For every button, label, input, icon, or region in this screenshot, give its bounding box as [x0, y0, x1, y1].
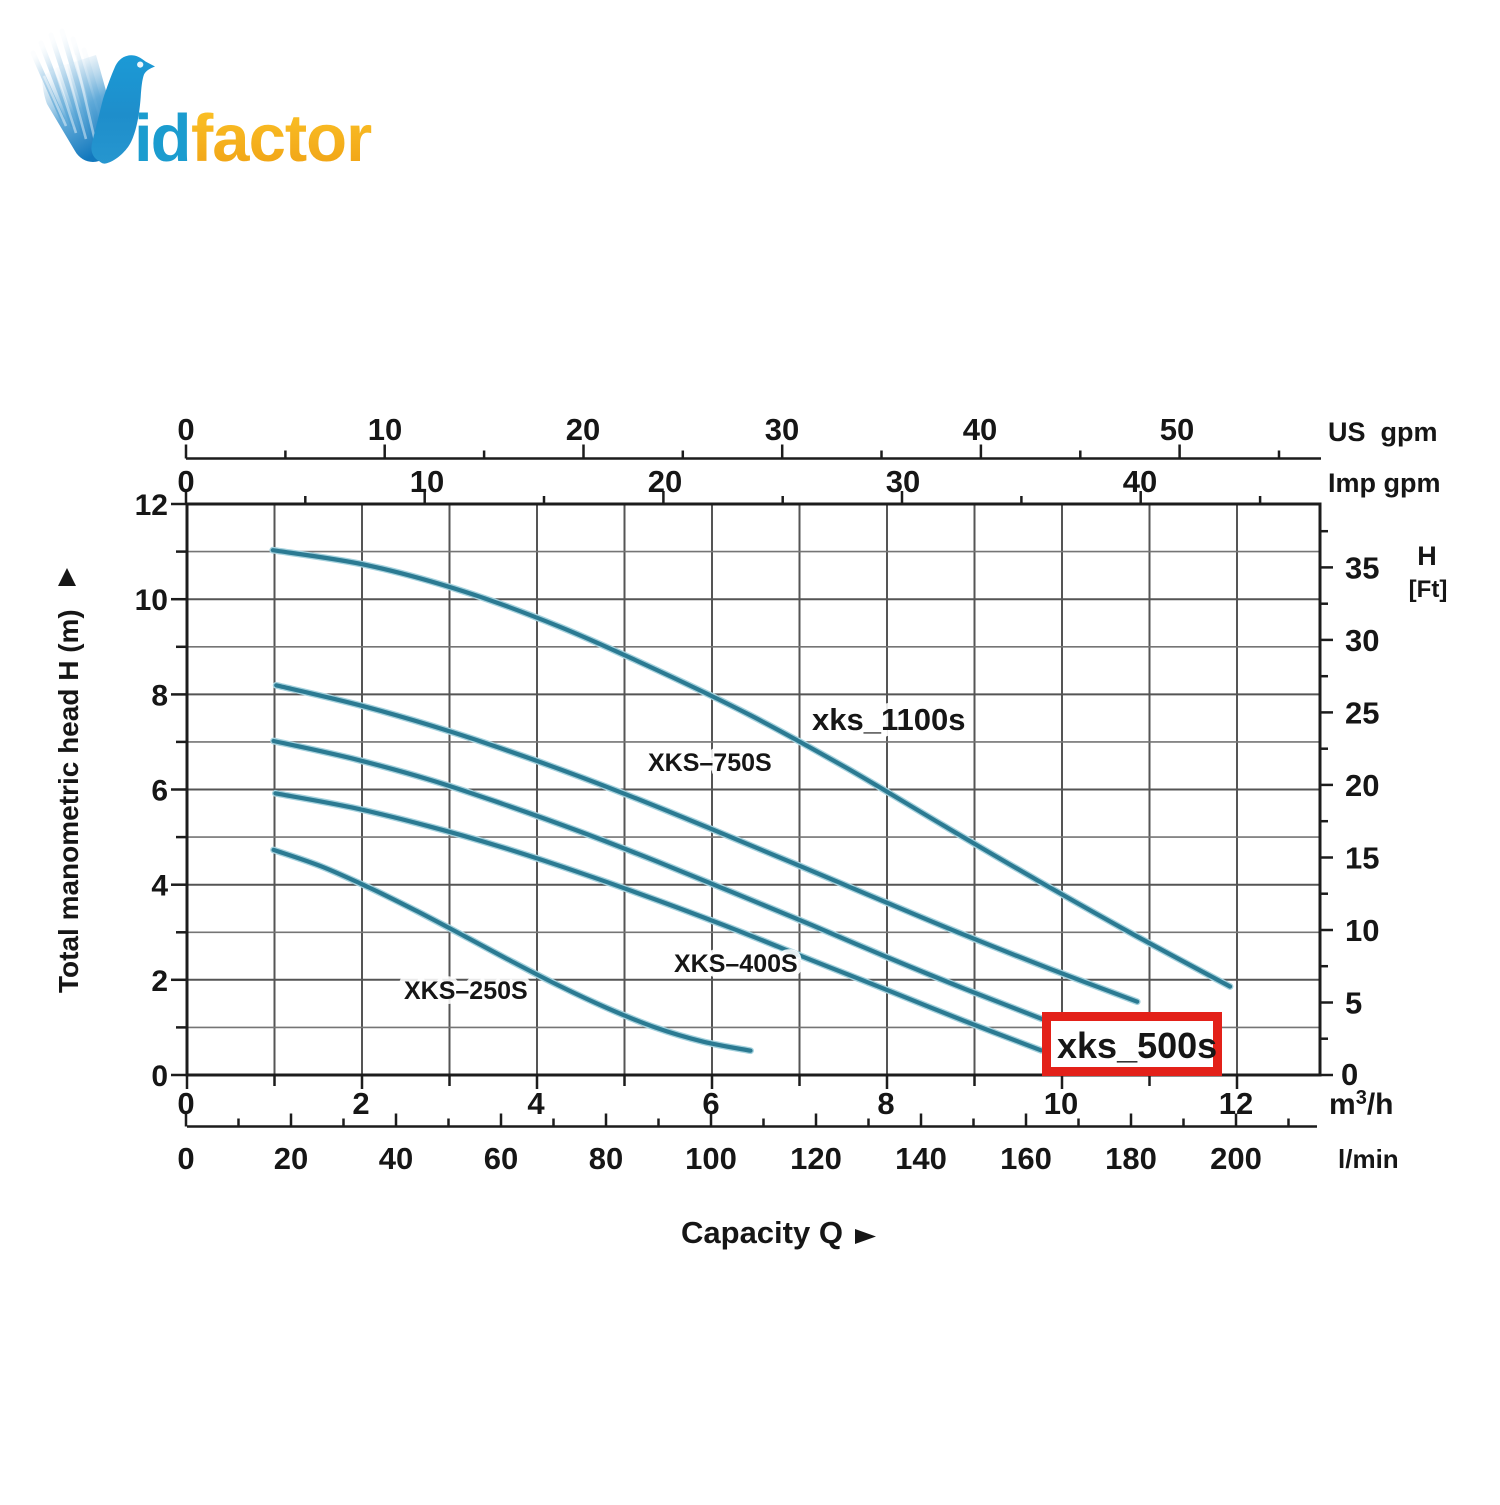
- svg-text:10: 10: [1044, 1086, 1078, 1121]
- svg-text:Capacity Q: Capacity Q: [681, 1215, 843, 1250]
- svg-text:2: 2: [352, 1086, 369, 1121]
- svg-text:60: 60: [484, 1141, 518, 1176]
- svg-text:6: 6: [151, 775, 168, 808]
- svg-text:200: 200: [1210, 1141, 1262, 1176]
- svg-text:20: 20: [648, 464, 682, 499]
- svg-text:XKS–250S: XKS–250S: [404, 977, 528, 1005]
- svg-text:factor: factor: [191, 101, 372, 176]
- svg-text:id: id: [134, 101, 190, 176]
- svg-text:80: 80: [589, 1141, 623, 1176]
- svg-text:XKS–400S: XKS–400S: [674, 950, 798, 978]
- svg-text:10: 10: [135, 584, 168, 617]
- svg-text:4: 4: [151, 870, 168, 903]
- svg-text:25: 25: [1345, 695, 1379, 730]
- svg-text:100: 100: [685, 1141, 737, 1176]
- svg-text:XKS–750S: XKS–750S: [648, 749, 772, 777]
- svg-text:20: 20: [1345, 768, 1379, 803]
- svg-text:40: 40: [379, 1141, 413, 1176]
- svg-text:Total manometric head H (m): Total manometric head H (m): [53, 609, 84, 993]
- svg-text:8: 8: [151, 679, 168, 712]
- svg-text:140: 140: [895, 1141, 947, 1176]
- svg-text:6: 6: [702, 1086, 719, 1121]
- svg-text:120: 120: [790, 1141, 842, 1176]
- svg-text:10: 10: [410, 464, 444, 499]
- svg-text:20: 20: [274, 1141, 308, 1176]
- svg-text:30: 30: [886, 464, 920, 499]
- svg-text:30: 30: [1345, 623, 1379, 658]
- svg-text:12: 12: [1219, 1086, 1253, 1121]
- svg-text:xks_500s: xks_500s: [1057, 1025, 1217, 1066]
- svg-text:50: 50: [1160, 412, 1194, 447]
- svg-text:0: 0: [151, 1060, 168, 1093]
- svg-text:15: 15: [1345, 841, 1379, 876]
- svg-text:10: 10: [368, 412, 402, 447]
- svg-text:0: 0: [177, 1141, 194, 1176]
- svg-text:8: 8: [877, 1086, 894, 1121]
- svg-text:40: 40: [963, 412, 997, 447]
- svg-text:10: 10: [1345, 913, 1379, 948]
- svg-text:180: 180: [1105, 1141, 1157, 1176]
- svg-text:2: 2: [151, 965, 168, 998]
- svg-text:Imp gpm: Imp gpm: [1328, 468, 1441, 498]
- svg-text:xks_1100s: xks_1100s: [812, 702, 965, 737]
- svg-text:5: 5: [1345, 986, 1362, 1021]
- svg-text:0: 0: [177, 1086, 194, 1121]
- svg-text:0: 0: [177, 464, 194, 499]
- svg-text:0: 0: [177, 412, 194, 447]
- svg-text:l/min: l/min: [1338, 1144, 1399, 1174]
- svg-text:US gpm: US gpm: [1328, 417, 1438, 447]
- svg-text:35: 35: [1345, 550, 1379, 585]
- svg-text:20: 20: [566, 412, 600, 447]
- svg-text:4: 4: [527, 1086, 545, 1121]
- svg-text:12: 12: [135, 489, 168, 522]
- svg-text:30: 30: [765, 412, 799, 447]
- svg-text:H: H: [1417, 541, 1437, 571]
- svg-text:0: 0: [1341, 1057, 1358, 1092]
- svg-text:40: 40: [1123, 464, 1157, 499]
- svg-text:160: 160: [1000, 1141, 1052, 1176]
- svg-text:[Ft]: [Ft]: [1409, 576, 1448, 603]
